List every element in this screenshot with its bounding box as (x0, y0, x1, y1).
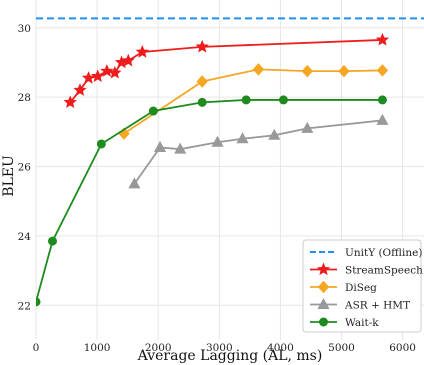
legend-item: Wait-k (310, 317, 379, 329)
circle-marker (319, 317, 328, 327)
triangle-marker (236, 132, 249, 144)
x-tick-label: 6000 (389, 342, 416, 354)
triangle-marker (301, 121, 314, 133)
legend-box (302, 239, 422, 333)
x-axis-title: Average Lagging (AL, ms) (137, 348, 323, 364)
star-marker (108, 65, 122, 79)
circle-marker (377, 95, 387, 105)
star-marker (121, 53, 135, 67)
diamond-marker (338, 64, 350, 78)
diamond-marker (301, 64, 313, 78)
x-tick-label: 1000 (84, 342, 111, 354)
star-marker (100, 64, 114, 77)
series-streamspeech (63, 32, 390, 108)
diamond-marker (252, 63, 265, 76)
legend-label: Wait-k (345, 317, 379, 329)
y-tick-label: 28 (18, 92, 31, 104)
circle-marker (148, 106, 158, 116)
star-marker (63, 95, 77, 108)
circle-marker (197, 97, 207, 107)
y-tick-label: 30 (18, 23, 31, 35)
star-marker (135, 45, 149, 58)
star-marker (195, 39, 209, 53)
triangle-marker (317, 297, 330, 309)
series-diseg (118, 63, 389, 140)
legend-item: ASR + HMT (310, 297, 410, 312)
triangle-marker (376, 113, 389, 125)
legend-label: StreamSpeech (345, 265, 423, 277)
triangle-marker (211, 135, 224, 147)
legend-label: DiSeg (345, 282, 377, 294)
legend-label: UnitY (Offline) (345, 247, 422, 259)
star-marker (316, 262, 331, 276)
diamond-marker (317, 280, 330, 294)
series-lines (36, 32, 390, 307)
series-line (123, 68, 383, 135)
series-asr-hmt (128, 113, 389, 189)
grid-lines (35, 0, 424, 340)
star-marker (375, 32, 390, 46)
x-tick-label: 2000 (145, 342, 172, 354)
circle-marker (47, 236, 57, 246)
x-tick-label: 5000 (328, 342, 355, 354)
series-wait-k (36, 95, 387, 307)
diamond-marker (376, 64, 389, 77)
y-tick-label: 22 (18, 300, 31, 312)
circle-marker (241, 95, 251, 105)
x-tick-label: 4000 (267, 342, 294, 354)
series-line (36, 99, 383, 303)
triangle-marker (268, 128, 281, 140)
triangle-marker (153, 140, 167, 152)
triangle-marker (174, 142, 187, 154)
diamond-marker (196, 75, 208, 88)
circle-marker (278, 95, 288, 105)
y-tick-label: 24 (18, 231, 32, 243)
star-marker (91, 69, 105, 82)
star-marker (81, 71, 96, 84)
star-marker (73, 83, 87, 96)
triangle-marker (128, 177, 141, 189)
legend-item: DiSeg (310, 280, 377, 294)
legend-label: ASR + HMT (344, 300, 410, 312)
legend: UnitY (Offline) StreamSpeech DiSeg ASR + HM… (302, 239, 423, 333)
circle-marker (36, 297, 41, 307)
x-tick-label: 0 (33, 342, 40, 354)
legend-item: UnitY (Offline) (310, 247, 422, 259)
circle-marker (96, 139, 106, 149)
y-axis-title: BLEU (1, 155, 17, 197)
tick-labels: 0 1000 2000 3000 4000 5000 6000 22 24 26 28 30 (18, 23, 416, 354)
legend-item: StreamSpeech (310, 262, 423, 277)
x-tick-label: 3000 (206, 342, 233, 354)
y-tick-label: 26 (18, 162, 32, 174)
